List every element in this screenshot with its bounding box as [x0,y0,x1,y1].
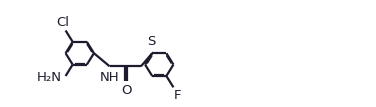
Text: NH: NH [100,71,120,84]
Text: S: S [147,35,156,48]
Text: F: F [173,89,181,102]
Text: Cl: Cl [56,16,69,29]
Text: H₂N: H₂N [37,71,62,84]
Text: O: O [121,84,132,97]
